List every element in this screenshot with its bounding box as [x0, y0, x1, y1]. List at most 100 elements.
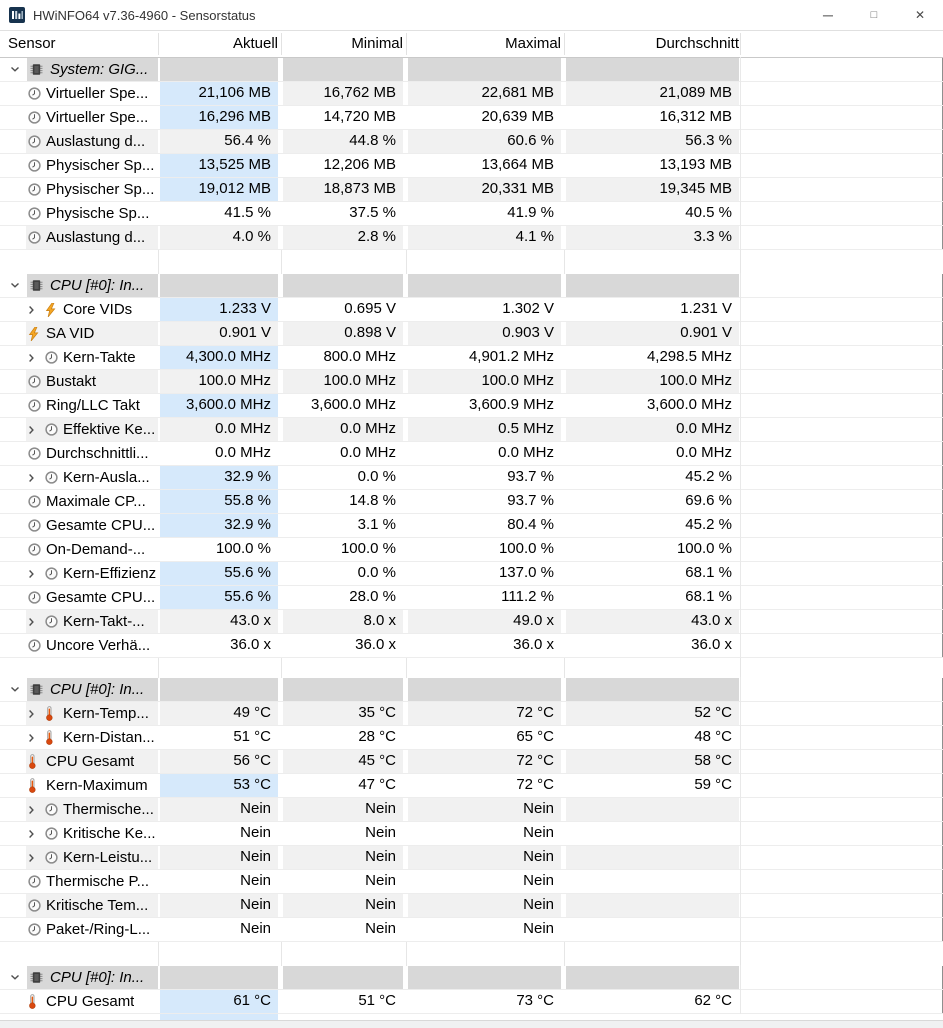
sensor-name-cell: Effektive Ke...: [0, 418, 158, 441]
expand-chevron-icon[interactable]: [28, 473, 45, 483]
current-value-cell: 55.6 %: [160, 586, 278, 609]
collapse-chevron-icon[interactable]: [10, 686, 30, 693]
sensor-name: Virtueller Spe...: [46, 108, 149, 126]
sensor-row[interactable]: Gesamte CPU... 55.6 % 28.0 % 111.2 % 68.1 %: [0, 585, 943, 610]
collapse-chevron-icon[interactable]: [10, 282, 30, 289]
group-header-row[interactable]: CPU [#0]: In...: [0, 273, 943, 298]
current-value-cell: 49 °C: [160, 702, 278, 725]
chip-icon: [30, 683, 48, 696]
max-value-cell: 0.0 MHz: [408, 442, 561, 465]
column-divider[interactable]: [740, 33, 741, 55]
min-value-cell: 51 °C: [283, 990, 403, 1013]
column-header-durchschnitt[interactable]: Durchschnitt: [655, 35, 739, 52]
collapse-chevron-icon[interactable]: [10, 66, 30, 73]
column-header-maximal[interactable]: Maximal: [505, 35, 561, 52]
group-header-row[interactable]: CPU [#0]: In...: [0, 677, 943, 702]
sensor-row[interactable]: Kern-Distan... 51 °C 28 °C 65 °C 48 °C: [0, 725, 943, 750]
sensor-row[interactable]: Core VIDs 1.233 V 0.695 V 1.302 V 1.231 V: [0, 297, 943, 322]
expand-chevron-icon[interactable]: [28, 709, 45, 719]
sensor-row[interactable]: Kern-Leistu... Nein Nein Nein: [0, 845, 943, 870]
group-header-cell: [566, 678, 739, 701]
column-header-minimal[interactable]: Minimal: [351, 35, 403, 52]
sensor-row[interactable]: Auslastung d... 4.0 % 2.8 % 4.1 % 3.3 %: [0, 225, 943, 250]
max-value-cell: 36.0 x: [408, 634, 561, 657]
sensor-row[interactable]: On-Demand-... 100.0 % 100.0 % 100.0 % 100.0 …: [0, 537, 943, 562]
sensor-row[interactable]: Kern-Takt-... 43.0 x 8.0 x 49.0 x 43.0 x: [0, 609, 943, 634]
sensor-row[interactable]: Durchschnittli... 0.0 MHz 0.0 MHz 0.0 MHz 0.…: [0, 441, 943, 466]
expand-chevron-icon[interactable]: [28, 733, 45, 743]
sensor-row[interactable]: Kern-Maximum 53 °C 47 °C 72 °C 59 °C: [0, 773, 943, 798]
sensor-name: Gesamte CPU...: [46, 516, 156, 534]
sensor-row[interactable]: Virtueller Spe... 21,106 MB 16,762 MB 22,68…: [0, 81, 943, 106]
column-divider[interactable]: [564, 33, 565, 55]
horizontal-scrollbar[interactable]: [0, 1020, 943, 1028]
expand-chevron-icon[interactable]: [28, 853, 45, 863]
expand-chevron-icon[interactable]: [28, 617, 45, 627]
column-divider[interactable]: [406, 33, 407, 55]
sensor-row[interactable]: Ring/LLC Takt 3,600.0 MHz 3,600.0 MHz 3,600…: [0, 393, 943, 418]
chip-icon: [30, 279, 48, 292]
sensor-row[interactable]: Physischer Sp... 19,012 MB 18,873 MB 20,331…: [0, 177, 943, 202]
collapse-chevron-icon[interactable]: [10, 974, 30, 981]
column-divider: [564, 942, 565, 966]
sensor-row[interactable]: Kern-Ausla... 32.9 % 0.0 % 93.7 % 45.2 %: [0, 465, 943, 490]
column-header-aktuell[interactable]: Aktuell: [232, 35, 278, 52]
temperature-icon: [45, 706, 63, 721]
sensor-row[interactable]: Auslastung d... 56.4 % 44.8 % 60.6 % 56.3 %: [0, 129, 943, 154]
sensor-name: Auslastung d...: [46, 132, 146, 150]
sensor-row[interactable]: Thermische P... Nein Nein Nein: [0, 869, 943, 894]
sensor-row[interactable]: Physische Sp... 41.5 % 37.5 % 41.9 % 40.5 %: [0, 201, 943, 226]
group-header-row[interactable]: System: GIG...: [0, 57, 943, 82]
sensor-row[interactable]: CPU Gesamt 61 °C 51 °C 73 °C 62 °C: [0, 989, 943, 1014]
min-value-cell: Nein: [283, 822, 403, 845]
column-divider[interactable]: [158, 33, 159, 55]
sensor-row[interactable]: Kern-Takte 4,300.0 MHz 800.0 MHz 4,901.2 MH…: [0, 345, 943, 370]
expand-chevron-icon[interactable]: [28, 425, 45, 435]
sensor-row[interactable]: CPU Gesamt 56 °C 45 °C 72 °C 58 °C: [0, 749, 943, 774]
sensor-row[interactable]: Kritische Tem... Nein Nein Nein: [0, 893, 943, 918]
sensor-row[interactable]: Kern-Temp... 49 °C 35 °C 72 °C 52 °C: [0, 701, 943, 726]
group-header-cell: [160, 58, 278, 81]
gauge-icon: [28, 111, 46, 124]
expand-chevron-icon[interactable]: [28, 569, 45, 579]
sensor-name-cell: Kern-Distan...: [0, 726, 158, 749]
maximize-button[interactable]: □: [870, 9, 878, 21]
sensor-name: Kern-Temp...: [63, 704, 149, 722]
partially-visible-row: [0, 1014, 943, 1020]
column-divider: [740, 658, 741, 678]
max-value-cell: 100.0 %: [408, 538, 561, 561]
min-value-cell: 100.0 %: [283, 538, 403, 561]
sensor-row[interactable]: Virtueller Spe... 16,296 MB 14,720 MB 20,63…: [0, 105, 943, 130]
expand-chevron-icon[interactable]: [28, 353, 45, 363]
sensor-name-cell: CPU Gesamt: [0, 990, 158, 1013]
gauge-icon: [28, 159, 46, 172]
sensor-row[interactable]: Kern-Effizienz 55.6 % 0.0 % 137.0 % 68.1 %: [0, 561, 943, 586]
sensor-name-cell: Kern-Takt-...: [0, 610, 158, 633]
sensor-row[interactable]: Thermische... Nein Nein Nein: [0, 797, 943, 822]
sensor-row[interactable]: Maximale CP... 55.8 % 14.8 % 93.7 % 69.6 %: [0, 489, 943, 514]
close-button[interactable]: ✕: [914, 8, 926, 22]
sensor-name: Kern-Distan...: [63, 728, 155, 746]
column-divider: [158, 942, 159, 966]
avg-value-cell: 68.1 %: [566, 562, 739, 585]
minimize-button[interactable]: ─: [823, 7, 833, 23]
sensor-row[interactable]: Bustakt 100.0 MHz 100.0 MHz 100.0 MHz 100.0 …: [0, 369, 943, 394]
sensor-row[interactable]: Uncore Verhä... 36.0 x 36.0 x 36.0 x 36.0 x: [0, 633, 943, 658]
expand-chevron-icon[interactable]: [28, 305, 45, 315]
column-header-sensor[interactable]: Sensor: [8, 35, 56, 52]
sensor-row[interactable]: Physischer Sp... 13,525 MB 12,206 MB 13,664…: [0, 153, 943, 178]
sensor-row[interactable]: Kritische Ke... Nein Nein Nein: [0, 821, 943, 846]
sensor-row[interactable]: Gesamte CPU... 32.9 % 3.1 % 80.4 % 45.2 %: [0, 513, 943, 538]
sensor-row[interactable]: Effektive Ke... 0.0 MHz 0.0 MHz 0.5 MHz 0.0 …: [0, 417, 943, 442]
group-header-row[interactable]: CPU [#0]: In...: [0, 965, 943, 990]
group-header-cell: [408, 58, 561, 81]
sensor-row[interactable]: SA VID 0.901 V 0.898 V 0.903 V 0.901 V: [0, 321, 943, 346]
expand-chevron-icon[interactable]: [28, 829, 45, 839]
min-value-cell: 18,873 MB: [283, 178, 403, 201]
sensor-name: Thermische P...: [46, 872, 150, 890]
expand-chevron-icon[interactable]: [28, 805, 45, 815]
gauge-icon: [28, 519, 46, 532]
column-divider[interactable]: [281, 33, 282, 55]
sensor-row[interactable]: Paket-/Ring-L... Nein Nein Nein: [0, 917, 943, 942]
sensor-name-cell: Kern-Effizienz: [0, 562, 158, 585]
